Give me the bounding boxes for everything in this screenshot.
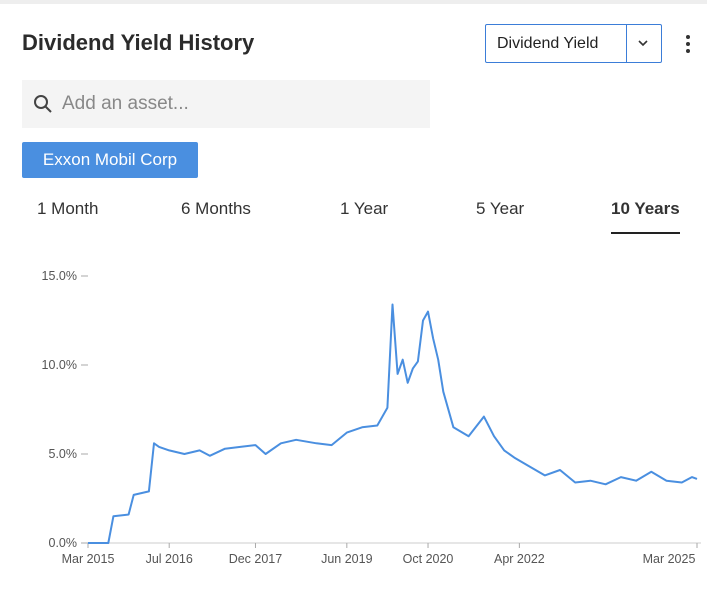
search-icon bbox=[34, 95, 52, 113]
range-tab[interactable]: 5 Year bbox=[476, 199, 525, 218]
top-bar bbox=[0, 0, 707, 4]
more-menu[interactable] bbox=[684, 34, 692, 54]
asset-chip[interactable]: Exxon Mobil Corp bbox=[22, 142, 198, 178]
y-tick-label: 0.0% bbox=[49, 536, 78, 550]
x-tick-label: Jul 2016 bbox=[146, 552, 193, 566]
range-tab[interactable]: 1 Year bbox=[340, 199, 389, 218]
x-tick-label: Mar 2015 bbox=[62, 552, 115, 566]
x-tick-label: Apr 2022 bbox=[494, 552, 545, 566]
range-tab[interactable]: 1 Month bbox=[37, 199, 99, 218]
x-tick-label: Oct 2020 bbox=[403, 552, 454, 566]
search-placeholder: Add an asset... bbox=[62, 93, 189, 114]
y-tick-label: 10.0% bbox=[42, 358, 77, 372]
page-title: Dividend Yield History bbox=[22, 30, 255, 55]
x-tick-label: Mar 2025 bbox=[643, 552, 696, 566]
y-tick-label: 5.0% bbox=[49, 447, 78, 461]
dropdown-separator bbox=[626, 25, 627, 62]
chevron-icon bbox=[638, 40, 648, 47]
yield-line bbox=[88, 303, 698, 544]
range-tab[interactable]: 6 Months bbox=[181, 199, 251, 218]
x-tick-label: Dec 2017 bbox=[229, 552, 283, 566]
x-tick-label: Jun 2019 bbox=[321, 552, 372, 566]
search-box[interactable]: Add an asset... bbox=[22, 80, 430, 128]
metric-dropdown[interactable]: Dividend Yield bbox=[485, 24, 662, 63]
dropdown-label: Dividend Yield bbox=[497, 35, 599, 52]
range-tab[interactable]: 10 Years bbox=[611, 199, 680, 234]
y-tick-label: 15.0% bbox=[42, 269, 77, 283]
